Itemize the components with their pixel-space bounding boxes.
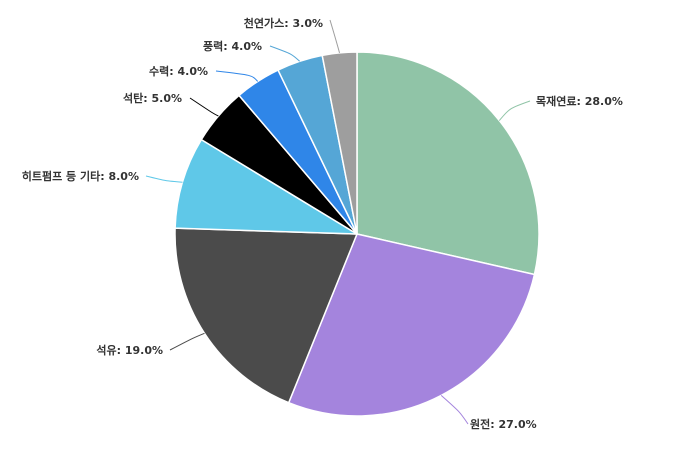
pie-slice-2[interactable] <box>287 233 536 417</box>
connector-slice-1 <box>498 100 531 121</box>
connector-slice-4 <box>145 175 183 183</box>
data-label-slice-4: 히트펌프 등 기타: 8.0% <box>22 169 139 183</box>
pie-slice-8[interactable] <box>321 51 358 235</box>
data-label-slice-2: 원전: 27.0% <box>470 417 537 431</box>
connector-slice-6 <box>215 70 259 82</box>
connector-slice-3 <box>169 332 205 351</box>
connector-slice-8 <box>329 19 341 53</box>
connector-slice-2 <box>440 394 469 425</box>
connector-slice-5 <box>189 97 219 117</box>
data-label-slice-3: 석유: 19.0% <box>96 343 163 357</box>
label-connectors <box>145 19 531 425</box>
data-label-slice-8: 천연가스: 3.0% <box>244 16 323 30</box>
data-label-slice-5: 석탄: 5.0% <box>123 91 182 105</box>
data-label-slice-7: 풍력: 4.0% <box>203 40 262 53</box>
data-label-slice-1: 목재연료: 28.0% <box>536 94 623 108</box>
pie-slice-4[interactable] <box>174 138 360 235</box>
connector-slice-7 <box>269 45 300 62</box>
data-label-slice-6: 수력: 4.0% <box>149 65 208 78</box>
pie-slices <box>174 51 540 417</box>
data-labels: 목재연료: 28.0% 원전: 27.0% 석유: 19.0% 히트펌프 등 기타: … <box>22 16 623 431</box>
